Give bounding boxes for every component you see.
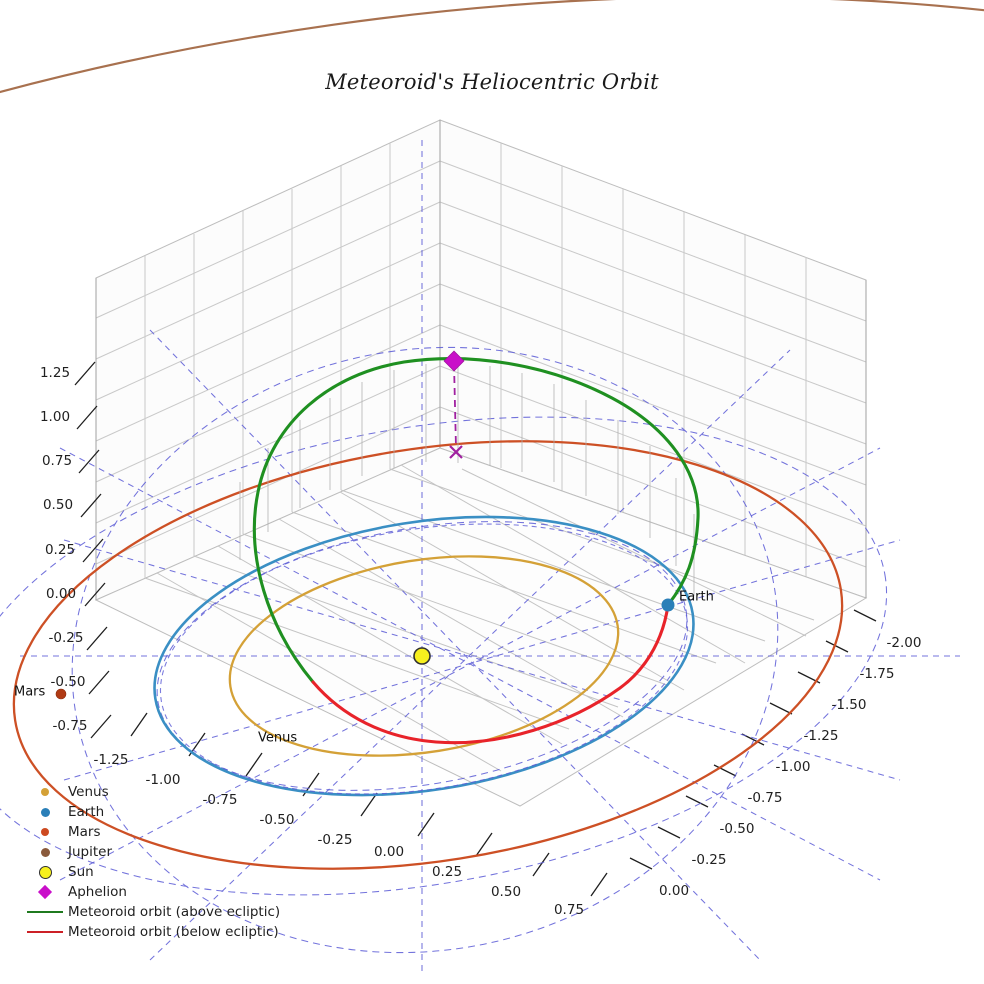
- sun-marker: [413, 647, 431, 665]
- legend-label: Venus: [68, 784, 109, 800]
- z-tick-label: 1.00: [39, 409, 71, 425]
- x-tick-label: 0.00: [373, 844, 405, 860]
- x-tick-label: -1.25: [93, 752, 129, 768]
- x-tick-label: 0.25: [431, 864, 463, 880]
- y-tick-label: -1.25: [803, 728, 839, 744]
- meteoroid-drop-lines: [239, 363, 695, 596]
- mars-dot-icon: [22, 822, 68, 842]
- x-tick-label: -0.25: [317, 832, 353, 848]
- mars-marker: [55, 688, 67, 700]
- x-tick-label: -1.00: [145, 772, 181, 788]
- red-line-icon: [22, 922, 68, 942]
- projection-rings: [0, 346, 888, 954]
- legend-label: Sun: [68, 864, 94, 880]
- legend-label: Mars: [68, 824, 101, 840]
- z-tick-label: 0.00: [45, 586, 77, 602]
- y-tick-label: -1.00: [775, 759, 811, 775]
- legend-item-venus[interactable]: Venus: [22, 782, 292, 802]
- legend-label: Aphelion: [68, 884, 127, 900]
- radial-guide-lines: [20, 140, 960, 975]
- x-tick-label: -0.50: [259, 812, 295, 828]
- pane-back-left: [95, 119, 441, 601]
- y-tick-label: -1.50: [831, 697, 867, 713]
- legend: Venus Earth Mars Jupiter Sun: [22, 782, 292, 942]
- z-tick-label: -0.75: [52, 718, 88, 734]
- y-tick-label: -0.50: [719, 821, 755, 837]
- earth-label: Earth: [679, 589, 714, 605]
- legend-label: Jupiter: [68, 844, 113, 860]
- z-tick-label: 0.50: [42, 497, 74, 513]
- z-tick-label: 0.25: [44, 542, 76, 558]
- z-tick-label: 0.75: [41, 453, 73, 469]
- legend-item-aphelion[interactable]: Aphelion: [22, 882, 292, 902]
- legend-item-earth[interactable]: Earth: [22, 802, 292, 822]
- y-tick-label: 0.00: [658, 883, 690, 899]
- venus-dot-icon: [22, 782, 68, 802]
- y-tick-label: -1.75: [859, 666, 895, 682]
- earth-marker: [661, 598, 675, 612]
- aphelion-marker: [443, 350, 465, 372]
- z-tick-label: -0.25: [48, 630, 84, 646]
- legend-label: Earth: [68, 804, 105, 820]
- aphelion-diamond-icon: [22, 882, 68, 902]
- x-tick-label: -0.75: [202, 792, 238, 808]
- z-axis-ticks: [74, 361, 112, 739]
- orbit-mars: [12, 440, 844, 870]
- meteoroid-orbit-below-ecliptic: [311, 603, 670, 745]
- jupiter-dot-icon: [22, 842, 68, 862]
- legend-label: Meteoroid orbit (below ecliptic): [68, 924, 279, 940]
- legend-item-orbit-below[interactable]: Meteoroid orbit (below ecliptic): [22, 922, 292, 942]
- figure-title: Meteoroid's Heliocentric Orbit: [325, 70, 659, 94]
- x-tick-label: 0.75: [553, 902, 585, 918]
- legend-item-orbit-above[interactable]: Meteoroid orbit (above ecliptic): [22, 902, 292, 922]
- legend-item-mars[interactable]: Mars: [22, 822, 292, 842]
- legend-item-sun[interactable]: Sun: [22, 862, 292, 882]
- aphelion-drop-line: [453, 363, 457, 449]
- mars-label: Mars: [14, 684, 46, 700]
- y-tick-label: -0.75: [747, 790, 783, 806]
- z-tick-label: -0.50: [50, 674, 86, 690]
- earth-dot-icon: [22, 802, 68, 822]
- orbit-earth: [153, 515, 695, 797]
- green-line-icon: [22, 902, 68, 922]
- x-tick-label: 0.50: [490, 884, 522, 900]
- y-tick-label: -2.00: [886, 635, 922, 651]
- venus-label: Venus: [258, 730, 298, 746]
- z-tick-label: 1.25: [39, 365, 71, 381]
- legend-item-jupiter[interactable]: Jupiter: [22, 842, 292, 862]
- sun-dot-icon: [22, 862, 68, 882]
- legend-label: Meteoroid orbit (above ecliptic): [68, 904, 281, 920]
- orbit-venus: [228, 555, 620, 757]
- aphelion-projection-marker: [449, 445, 463, 459]
- y-tick-label: -0.25: [691, 852, 727, 868]
